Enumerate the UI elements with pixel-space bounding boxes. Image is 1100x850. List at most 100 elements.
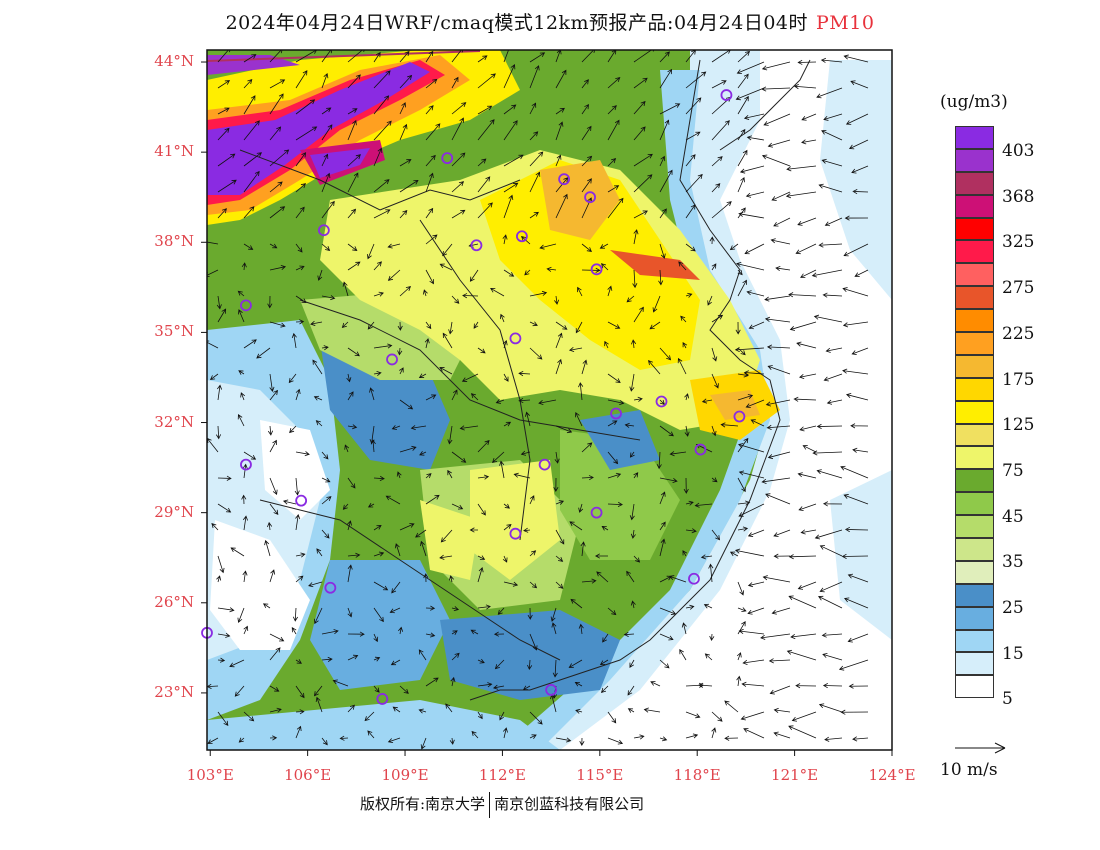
wind-arrow	[709, 633, 715, 642]
wind-arrow	[800, 269, 817, 279]
wind-arrow	[607, 158, 617, 167]
wind-arrow	[555, 121, 564, 141]
wind-arrow	[373, 147, 383, 167]
lon-label: 124°E	[868, 766, 916, 784]
station-marker	[240, 299, 252, 312]
wind-arrow	[477, 503, 486, 516]
wind-arrow	[470, 393, 479, 401]
wind-arrow	[581, 178, 592, 193]
legend-swatch	[955, 400, 994, 424]
wind-arrow	[685, 71, 707, 89]
wind-arrow	[347, 108, 358, 115]
legend-label: 175	[1002, 369, 1035, 390]
wind-arrow	[737, 477, 746, 493]
wind-arrow	[420, 540, 427, 557]
wind-arrow	[604, 340, 609, 349]
wind-arrow	[659, 477, 678, 484]
legend-label: 125	[1002, 415, 1035, 436]
wind-arrow	[217, 308, 227, 323]
wind-arrow	[217, 555, 225, 574]
wind-arrow	[447, 425, 453, 445]
wind-arrow	[243, 54, 257, 63]
wind-arrow	[494, 659, 505, 670]
wind-arrow	[367, 321, 375, 330]
wind-arrow	[854, 269, 869, 277]
wind-arrow	[847, 633, 869, 643]
wind-arrow	[477, 566, 484, 583]
wind-arrow	[525, 411, 531, 427]
wind-arrow	[425, 269, 434, 285]
wind-arrow	[269, 79, 286, 89]
wind-arrow	[503, 182, 519, 193]
wind-arrow	[477, 658, 485, 664]
wind-arrow	[791, 711, 817, 722]
wind-arrow	[313, 395, 323, 401]
wind-arrow	[814, 529, 843, 540]
wind-arrow	[600, 263, 609, 271]
wind-arrow	[581, 50, 596, 63]
wind-arrow	[524, 269, 531, 276]
wind-arrow	[527, 607, 533, 620]
wind-arrow	[242, 463, 248, 479]
wind-arrow	[740, 711, 765, 721]
legend-swatch	[955, 629, 994, 653]
wind-arrow	[211, 522, 219, 531]
wind-arrow	[822, 653, 843, 661]
wind-arrow	[447, 469, 453, 479]
wind-arrow	[747, 529, 765, 537]
wind-arrow	[773, 731, 791, 739]
wind-arrow	[800, 529, 817, 535]
wind-arrow	[607, 197, 624, 219]
wind-arrow	[291, 627, 297, 635]
copyright-left: 版权所有:南京大学	[360, 795, 486, 813]
wind-arrow	[633, 174, 653, 193]
wind-arrow	[813, 314, 843, 323]
wind-arrow	[367, 730, 375, 739]
wind-arrow	[387, 737, 401, 744]
legend-label: 75	[1002, 460, 1024, 481]
wind-arrow	[477, 604, 491, 610]
wind-arrow	[503, 104, 517, 115]
wind-arrow	[538, 399, 557, 406]
wind-arrow	[373, 291, 384, 297]
wind-arrow	[529, 52, 546, 63]
wind-arrow	[477, 176, 491, 193]
wind-arrow	[737, 526, 749, 532]
wind-arrow	[850, 80, 869, 89]
legend-swatch	[955, 515, 994, 539]
wind-arrow	[477, 119, 495, 141]
lon-label: 103°E	[186, 766, 234, 784]
wind-arrow	[848, 139, 869, 150]
wind-arrow	[448, 575, 454, 583]
wind-arrow	[761, 86, 791, 92]
wind-arrow	[820, 57, 843, 63]
wind-arrow	[555, 500, 565, 505]
legend-swatch	[955, 446, 994, 470]
wind-arrow	[761, 477, 791, 484]
wind-arrow	[632, 269, 638, 289]
wind-arrow	[424, 338, 430, 349]
lon-label: 121°E	[771, 766, 819, 784]
wind-arrow	[738, 470, 765, 479]
wind-arrow	[633, 126, 646, 141]
wind-arrow	[243, 78, 253, 89]
wind-arrow	[399, 159, 412, 167]
wind-arrow	[387, 243, 401, 249]
wind-arrow	[321, 243, 331, 252]
wind-arrow	[493, 631, 505, 637]
wind-arrow	[473, 321, 479, 329]
wind-arrow	[294, 477, 300, 496]
wind-arrow	[269, 569, 276, 583]
station-marker	[441, 152, 454, 165]
wind-arrow	[445, 703, 453, 713]
wind-arrow	[745, 399, 765, 409]
wind-arrow	[704, 653, 713, 661]
wind-arrow	[216, 384, 223, 401]
wind-arrow	[742, 659, 765, 665]
wind-arrow	[659, 103, 681, 115]
wind-arrow	[659, 736, 668, 742]
wind-arrow	[295, 514, 301, 531]
wind-arrow	[390, 659, 401, 666]
wind-arrow	[238, 309, 245, 323]
wind-arrow	[425, 207, 434, 219]
